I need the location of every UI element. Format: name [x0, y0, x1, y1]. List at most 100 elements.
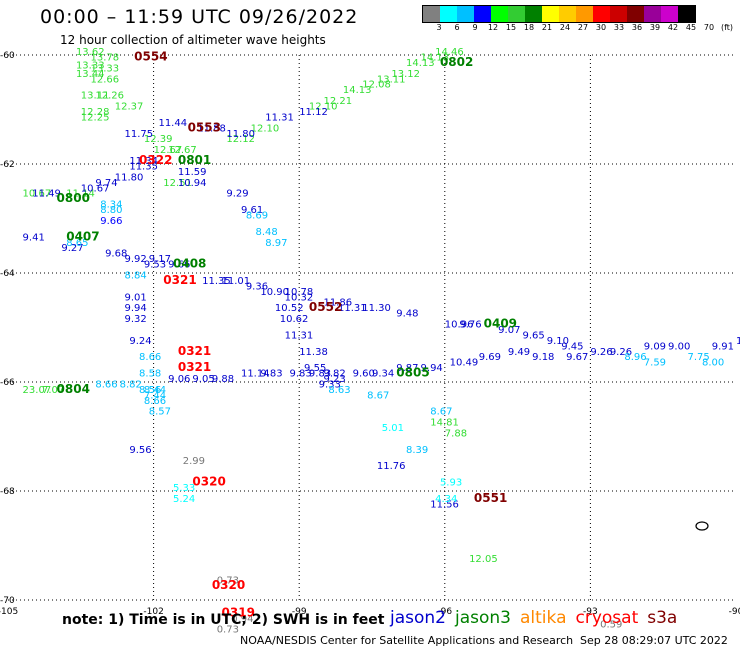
y-tick-label: -68 — [0, 487, 15, 497]
legend-swatch — [610, 6, 627, 22]
wave-height-label: 12.10 — [251, 123, 280, 134]
footer-timestamp: Sep 28 08:29:07 UTC 2022 — [580, 634, 728, 647]
wave-height-label: 9.18 — [532, 352, 554, 363]
legend-label: 27 — [577, 23, 589, 32]
wave-height-label: 10.96 — [445, 320, 474, 331]
wave-height-label: 8.66 — [144, 396, 166, 407]
wave-height-label: 8.97 — [265, 238, 287, 249]
wave-height-label: 11.01 — [222, 276, 251, 287]
wave-height-label: 13.44 — [76, 69, 105, 80]
wave-height-label: 12.67 — [168, 145, 197, 156]
wave-height-label: 9.68 — [105, 249, 127, 260]
wave-height-label: 10.49 — [450, 358, 479, 369]
footer-note: note: 1) Time is in UTC; 2) SWH is in fe… — [62, 612, 385, 628]
wave-height-label: 9.06 — [168, 374, 190, 385]
wave-height-label: 8.34 — [100, 200, 122, 211]
wave-height-label: 11.75 — [124, 129, 153, 140]
wave-height-label: 12.05 — [469, 554, 498, 565]
wave-height-label: 10.94 — [178, 178, 207, 189]
wave-height-label: 12.67 — [154, 145, 183, 156]
legend-swatch — [542, 6, 559, 22]
legend-label: 3 — [436, 23, 442, 32]
legend-label: 45 — [685, 23, 697, 32]
legend-label: 24 — [559, 23, 571, 32]
wave-height-label: 9.05 — [192, 374, 214, 385]
legend-swatch — [440, 6, 457, 22]
color-legend — [422, 5, 696, 23]
legend-swatch — [457, 6, 474, 22]
wave-height-label: 8.96 — [624, 352, 646, 363]
wave-height-label: 9.82 — [323, 369, 345, 380]
wave-height-label: 9.88 — [212, 374, 234, 385]
legend-swatch — [474, 6, 491, 22]
y-tick-label: -66 — [0, 378, 15, 388]
pass-time-label: 0322 — [139, 153, 172, 167]
wave-height-label: 9.83 — [309, 369, 331, 380]
wave-height-label: 13.11 — [377, 74, 406, 85]
chart-subtitle: 12 hour collection of altimeter wave hei… — [60, 33, 326, 47]
pass-time-label: 0552 — [309, 300, 342, 314]
pass-time-label: 0801 — [178, 153, 211, 167]
wave-height-label: 4.34 — [435, 494, 457, 505]
legend-swatch — [593, 6, 610, 22]
pass-time-label: 0802 — [440, 55, 473, 69]
wave-height-label: 8.39 — [406, 445, 428, 456]
wave-height-label: 10.00 — [736, 336, 740, 347]
wave-height-label: 12.39 — [144, 134, 173, 145]
pass-time-label: 0551 — [474, 491, 507, 505]
y-tick-label: -70 — [0, 596, 15, 606]
wave-height-label: 10.67 — [23, 189, 52, 200]
wave-height-label: 9.49 — [508, 347, 530, 358]
wave-height-label: 12.37 — [115, 102, 144, 113]
wave-height-label: 12.21 — [323, 96, 352, 107]
wave-height-label: 11.88 — [197, 123, 226, 134]
wave-height-label: 8.58 — [139, 369, 161, 380]
wave-height-label: 11.30 — [362, 303, 391, 314]
legend-swatch — [678, 6, 695, 22]
pass-time-label: 0321 — [178, 344, 211, 358]
wave-height-label: 8.66 — [95, 379, 117, 390]
wave-height-label: 9.65 — [522, 330, 544, 341]
wave-height-label: 9.53 — [144, 260, 166, 271]
legend-label: 21 — [541, 23, 553, 32]
wave-height-label: 7.88 — [445, 429, 467, 440]
wave-height-label: 9.66 — [100, 216, 122, 227]
wave-height-label: 14.13 — [421, 52, 450, 63]
legend-label: 6 — [454, 23, 460, 32]
pass-time-label: 0553 — [188, 120, 221, 134]
wave-height-label: 11.80 — [115, 172, 144, 183]
wave-height-label: 9.09 — [644, 341, 666, 352]
wave-height-label: 9.76 — [459, 320, 481, 331]
wave-height-label: 9.83 — [260, 369, 282, 380]
wave-height-label: 10.90 — [260, 287, 289, 298]
pass-time-label: 0320 — [192, 475, 225, 489]
satellite-s3a: s3a — [647, 608, 678, 628]
legend-label: 39 — [649, 23, 661, 32]
x-tick-label: -105 — [0, 607, 18, 617]
wave-height-label: 9.56 — [129, 445, 151, 456]
wave-height-label: 5.93 — [440, 478, 462, 489]
wave-height-label: 9.69 — [479, 352, 501, 363]
wave-height-label: 9.94 — [124, 303, 146, 314]
pass-time-label: 0409 — [484, 317, 517, 331]
wave-height-label: 9.94 — [421, 363, 443, 374]
wave-height-label: 9.17 — [149, 254, 171, 265]
legend-swatch — [644, 6, 661, 22]
wave-height-label: 11.31 — [338, 303, 367, 314]
wave-height-label: 23.07 — [23, 385, 52, 396]
wave-height-label: 9.29 — [226, 189, 248, 200]
wave-height-label: 9.48 — [396, 309, 418, 320]
wave-height-label: 9.60 — [353, 369, 375, 380]
wave-height-label: 0.59 — [600, 619, 622, 630]
pass-time-label: 0407 — [66, 229, 99, 243]
wave-height-label: 12.08 — [362, 80, 391, 91]
wave-height-label: 9.26 — [590, 347, 612, 358]
wave-height-label: 11.14 — [241, 369, 270, 380]
wave-height-label: 9.83 — [289, 369, 311, 380]
wave-height-label: 8.57 — [149, 407, 171, 418]
satellite-jason3: jason3 — [455, 608, 511, 628]
y-tick-label: -62 — [0, 160, 15, 170]
wave-height-label: 14.81 — [430, 418, 459, 429]
wave-height-label: 10.62 — [280, 314, 309, 325]
wave-height-label: 8.67 — [367, 390, 389, 401]
